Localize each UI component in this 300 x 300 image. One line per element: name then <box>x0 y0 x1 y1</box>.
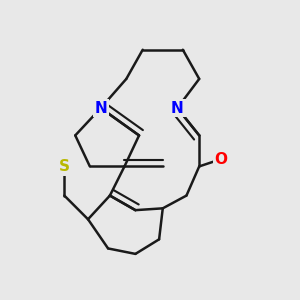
Text: N: N <box>171 100 184 116</box>
Text: O: O <box>214 152 228 166</box>
Text: N: N <box>94 100 107 116</box>
Text: S: S <box>59 159 70 174</box>
